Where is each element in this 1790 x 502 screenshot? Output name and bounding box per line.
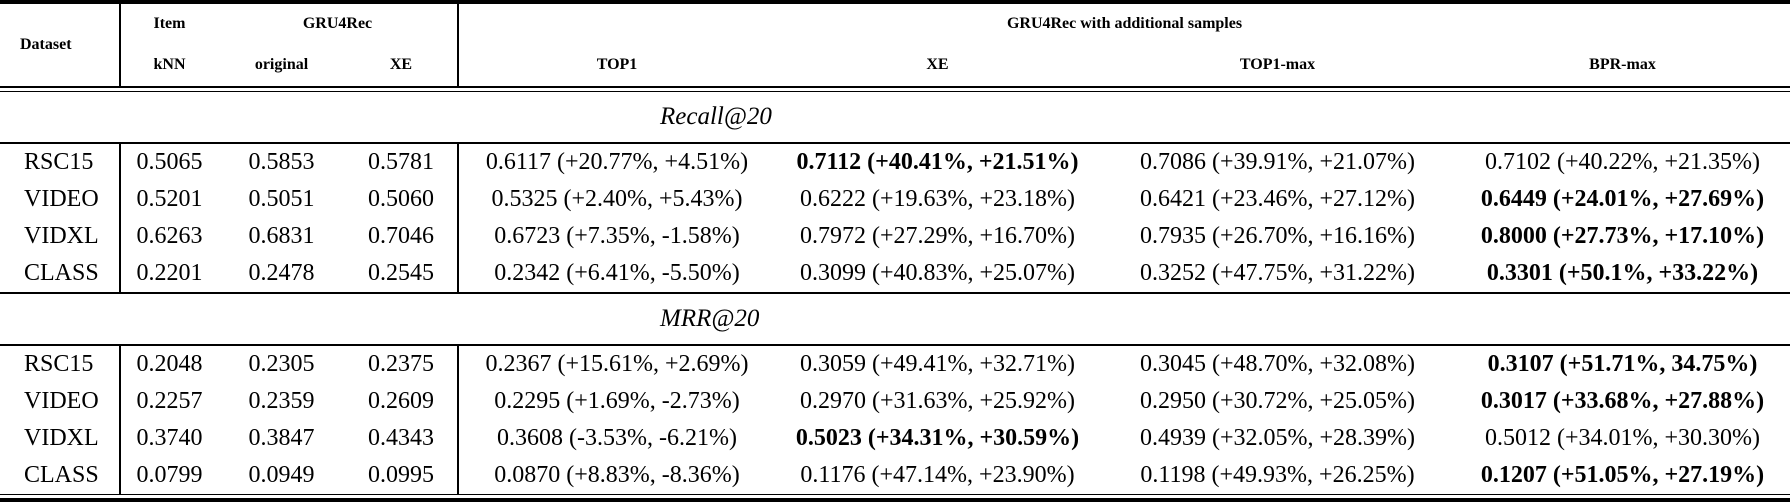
cell: 0.2545 — [345, 255, 459, 292]
header-row-groups: Dataset Item GRU4Rec GRU4Rec with additi… — [0, 4, 1790, 86]
cell: 0.2375 — [345, 346, 459, 383]
column-header-xe: XE — [345, 44, 459, 86]
column-header-bpr-max: BPR-max — [1589, 56, 1656, 73]
cell: 0.4343 — [345, 420, 459, 457]
cell: 0.3099 (+40.83%, +25.07%) — [799, 260, 1076, 286]
dataset-cell: RSC15 — [0, 144, 121, 181]
cell: 0.2970 (+31.63%, +25.92%) — [799, 388, 1076, 414]
cell: 0.7972 (+27.29%, +16.70%) — [799, 223, 1076, 249]
cell: 0.0995 — [345, 457, 459, 494]
dataset-cell: CLASS — [0, 457, 121, 494]
cell: 0.3059 (+49.41%, +32.71%) — [799, 351, 1076, 377]
column-header-item: Item — [153, 15, 186, 32]
table-row: VIDXL 0.3740 0.3847 0.4343 0.3608 (-3.53… — [0, 420, 1790, 457]
horizontal-rule — [0, 142, 1790, 144]
cell: 0.7112 (+40.41%, +21.51%) — [796, 149, 1079, 175]
column-group-gru4rec: GRU4Rec — [218, 4, 459, 44]
table-row: RSC15 0.5065 0.5853 0.5781 0.6117 (+20.7… — [0, 144, 1790, 181]
dataset-cell: CLASS — [0, 255, 121, 292]
cell: 0.7046 — [345, 218, 459, 255]
cell: 0.6449 (+24.01%, +27.69%) — [1480, 186, 1765, 212]
horizontal-rule-header — [0, 86, 1790, 92]
column-header-xe-samples: XE — [926, 56, 949, 73]
cell: 0.3301 (+50.1%, +33.22%) — [1486, 260, 1759, 286]
table-row: RSC15 0.2048 0.2305 0.2375 0.2367 (+15.6… — [0, 346, 1790, 383]
cell: 0.2367 (+15.61%, +2.69%) — [485, 351, 749, 377]
table-row: VIDEO 0.2257 0.2359 0.2609 0.2295 (+1.69… — [0, 383, 1790, 420]
table-row: VIDXL 0.6263 0.6831 0.7046 0.6723 (+7.35… — [0, 218, 1790, 255]
cell: 0.3608 (-3.53%, -6.21%) — [497, 425, 737, 451]
dataset-cell: VIDXL — [0, 218, 121, 255]
cell: 0.0949 — [248, 462, 315, 488]
cell: 0.2609 — [345, 383, 459, 420]
section-title-mrr: MRR@20 — [0, 294, 1790, 344]
section-title-label: MRR@20 — [660, 305, 760, 332]
column-header-original: original — [254, 56, 309, 73]
dataset-cell: VIDXL — [0, 420, 121, 457]
column-header-top1: TOP1 — [596, 56, 638, 73]
column-header-dataset: Dataset — [0, 4, 121, 86]
column-group-gru4rec-additional-samples: GRU4Rec with additional samples — [1006, 15, 1243, 32]
cell: 0.5051 — [248, 186, 315, 212]
cell: 0.6117 (+20.77%, +4.51%) — [485, 149, 749, 175]
cell: 0.2305 — [248, 351, 315, 377]
cell: 0.4939 (+32.05%, +28.39%) — [1139, 425, 1416, 451]
section-title-recall: Recall@20 — [0, 92, 1790, 142]
cell: 0.3740 — [136, 425, 203, 451]
cell: 0.5781 — [345, 144, 459, 181]
cell: 0.7935 (+26.70%, +16.16%) — [1139, 223, 1416, 249]
cell: 0.6222 (+19.63%, +23.18%) — [799, 186, 1076, 212]
cell: 0.5201 — [136, 186, 203, 212]
cell: 0.3252 (+47.75%, +31.22%) — [1139, 260, 1416, 286]
column-header-top1-max: TOP1-max — [1239, 56, 1316, 73]
table-row: CLASS 0.2201 0.2478 0.2545 0.2342 (+6.41… — [0, 255, 1790, 292]
cell: 0.2295 (+1.69%, -2.73%) — [494, 388, 740, 414]
table-row: VIDEO 0.5201 0.5051 0.5060 0.5325 (+2.40… — [0, 181, 1790, 218]
cell: 0.5853 — [248, 149, 315, 175]
cell: 0.3017 (+33.68%, +27.88%) — [1480, 388, 1765, 414]
cell: 0.1198 (+49.93%, +26.25%) — [1140, 462, 1415, 488]
cell: 0.6263 — [136, 223, 203, 249]
cell: 0.5065 — [136, 149, 203, 175]
cell: 0.8000 (+27.73%, +17.10%) — [1480, 223, 1765, 249]
cell: 0.6421 (+23.46%, +27.12%) — [1139, 186, 1416, 212]
cell: 0.1207 (+51.05%, +27.19%) — [1480, 462, 1765, 488]
horizontal-rule — [0, 344, 1790, 346]
cell: 0.1176 (+47.14%, +23.90%) — [800, 462, 1075, 488]
cell: 0.2950 (+30.72%, +25.05%) — [1139, 388, 1416, 414]
cell: 0.2359 — [248, 388, 315, 414]
cell: 0.3107 (+51.71%, 34.75%) — [1487, 351, 1758, 377]
cell: 0.6831 — [248, 223, 315, 249]
cell: 0.7102 (+40.22%, +21.35%) — [1484, 149, 1761, 175]
dataset-cell: VIDEO — [0, 181, 121, 218]
cell: 0.3045 (+48.70%, +32.08%) — [1139, 351, 1416, 377]
dataset-cell: RSC15 — [0, 346, 121, 383]
cell: 0.5325 (+2.40%, +5.43%) — [491, 186, 743, 212]
cell: 0.3847 — [248, 425, 315, 451]
cell: 0.2478 — [248, 260, 315, 286]
cell: 0.7086 (+39.91%, +21.07%) — [1139, 149, 1416, 175]
cell: 0.5012 (+34.01%, +30.30%) — [1484, 425, 1761, 451]
horizontal-rule-top — [0, 0, 1790, 4]
cell: 0.2048 — [136, 351, 203, 377]
cell: 0.2257 — [136, 388, 203, 414]
cell: 0.2342 (+6.41%, -5.50%) — [494, 260, 740, 286]
dataset-cell: VIDEO — [0, 383, 121, 420]
horizontal-rule — [0, 292, 1790, 294]
cell: 0.6723 (+7.35%, -1.58%) — [494, 223, 740, 249]
header-row-columns: kNN original XE TOP1 XE TOP1-max BPR-max — [0, 44, 1790, 86]
cell: 0.0870 (+8.83%, -8.36%) — [494, 462, 740, 488]
horizontal-rule-bottom — [0, 494, 1790, 502]
cell: 0.5023 (+34.31%, +30.59%) — [795, 425, 1080, 451]
cell: 0.2201 — [136, 260, 203, 286]
table-row: CLASS 0.0799 0.0949 0.0995 0.0870 (+8.83… — [0, 457, 1790, 494]
section-title-label: Recall@20 — [660, 103, 772, 130]
column-header-knn: kNN — [153, 56, 186, 73]
cell: 0.0799 — [136, 462, 203, 488]
cell: 0.5060 — [345, 181, 459, 218]
